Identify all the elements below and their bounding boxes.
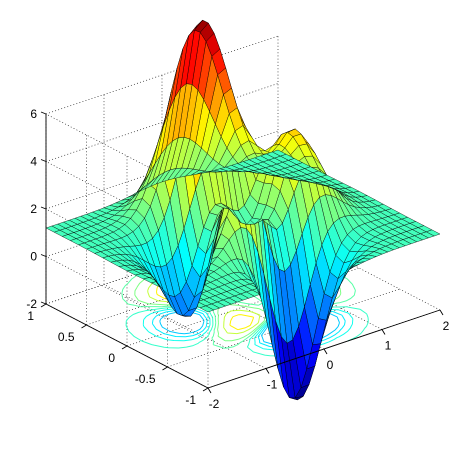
z-tick-label: 2 xyxy=(30,202,37,216)
y-tick-mark xyxy=(40,303,47,308)
x-tick-label: -2 xyxy=(209,397,220,411)
x-tick-label: 0 xyxy=(327,358,334,372)
y-tick-label: 0 xyxy=(108,351,115,365)
grid-line-z-back xyxy=(45,83,279,162)
z-tick-mark xyxy=(40,301,47,305)
surface-facet xyxy=(45,225,61,233)
axes xyxy=(40,111,444,394)
z-tick-label: 0 xyxy=(30,250,37,264)
x-tick-mark xyxy=(265,368,270,374)
y-tick-mark xyxy=(81,324,87,329)
y-tick-mark xyxy=(202,387,209,392)
x-tick-label: 1 xyxy=(385,339,392,353)
z-tick-label: 6 xyxy=(30,107,37,121)
z-tick-mark xyxy=(40,159,47,162)
z-tick-mark xyxy=(40,111,47,115)
y-tick-mark xyxy=(121,345,128,350)
x-tick-mark xyxy=(439,309,444,316)
y-tick-label: 0.5 xyxy=(58,330,75,344)
x-tick-label: 2 xyxy=(443,319,450,333)
z-tick-mark xyxy=(40,254,47,257)
x-tick-mark xyxy=(323,348,328,355)
x-tick-mark xyxy=(381,329,386,335)
surface-mesh xyxy=(45,19,441,401)
x-tick-label: -1 xyxy=(267,378,278,392)
z-tick-label: 4 xyxy=(30,155,37,169)
z-tick-mark xyxy=(40,206,47,210)
y-tick-label: -1 xyxy=(185,393,196,407)
y-tick-label: 1 xyxy=(27,309,34,323)
grid-line-z-back xyxy=(45,35,279,115)
y-tick-label: -0.5 xyxy=(135,372,156,386)
y-tick-mark xyxy=(162,366,168,371)
x-tick-mark xyxy=(207,387,212,394)
grid-line-y-floor xyxy=(126,267,360,347)
z-tick-label: -2 xyxy=(26,297,37,311)
